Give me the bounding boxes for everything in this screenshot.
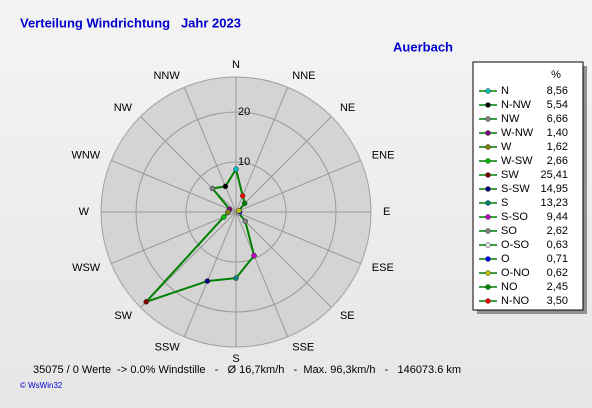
legend-value: 5,54 <box>547 99 568 111</box>
legend-label: NO <box>501 281 518 293</box>
legend-value: 1,62 <box>547 141 568 153</box>
legend-label: SO <box>501 225 517 237</box>
legend-label: N <box>501 85 509 97</box>
direction-label: W <box>79 206 90 218</box>
spoke <box>235 211 332 308</box>
legend-label: S-SW <box>501 183 530 195</box>
legend-marker <box>485 88 491 94</box>
direction-label: NNW <box>153 70 180 82</box>
legend-value: 2,45 <box>547 281 568 293</box>
spoke <box>235 211 289 337</box>
spoke <box>235 159 361 213</box>
legend-marker <box>485 270 491 276</box>
legend-value: 2,62 <box>547 225 568 237</box>
direction-label: SSE <box>292 342 314 354</box>
legend-value: 9,44 <box>547 211 568 223</box>
direction-label: S <box>232 353 239 365</box>
legend-marker <box>485 298 491 304</box>
wind-point <box>233 166 239 172</box>
legend-title: % <box>551 69 561 81</box>
legend-marker <box>485 172 491 178</box>
legend-label: W-SW <box>501 155 533 167</box>
direction-label: ESE <box>372 262 394 274</box>
wind-point <box>242 218 249 225</box>
legend-label: W-NW <box>501 127 534 139</box>
direction-label: WNW <box>71 150 100 162</box>
legend-marker <box>485 284 491 290</box>
location: Auerbach <box>393 39 453 54</box>
legend-marker <box>485 214 491 220</box>
legend-value: 8,56 <box>547 85 568 97</box>
wind-point <box>239 193 246 199</box>
direction-label: NE <box>340 102 355 114</box>
legend-value: 25,41 <box>540 169 568 181</box>
chart-title: Verteilung Windrichtung Jahr 2023 <box>20 15 241 30</box>
legend-marker <box>485 144 491 150</box>
legend-label: S-SO <box>501 211 528 223</box>
wind-point <box>236 208 242 214</box>
direction-label: SW <box>114 310 132 322</box>
legend-marker <box>485 256 491 262</box>
wind-point <box>225 209 231 215</box>
legend-label: S <box>501 197 508 209</box>
wind-point <box>251 252 257 259</box>
wind-point <box>220 214 227 220</box>
direction-label: NW <box>114 102 133 114</box>
legend-marker <box>485 186 491 192</box>
legend-label: O <box>501 253 510 265</box>
legend-value: 0,71 <box>547 253 568 265</box>
wind-point <box>204 278 211 284</box>
legend-value: 0,62 <box>547 267 568 279</box>
legend-label: NW <box>501 113 520 125</box>
legend-label: N-NW <box>501 99 532 111</box>
legend-marker <box>485 242 491 248</box>
legend-value: 3,50 <box>547 295 568 307</box>
wind-point <box>143 299 149 305</box>
spoke <box>235 87 289 213</box>
spoke <box>235 116 332 213</box>
legend-marker <box>485 200 491 206</box>
direction-label: E <box>383 206 390 218</box>
legend-label: SW <box>501 169 519 181</box>
direction-label: NNE <box>292 70 315 82</box>
wind-point <box>222 183 229 190</box>
legend-value: 2,66 <box>547 155 568 167</box>
direction-label: WSW <box>72 262 101 274</box>
spoke <box>183 211 237 337</box>
legend-marker <box>485 116 491 122</box>
legend-value: 14,95 <box>540 183 568 195</box>
r-tick-label: 10 <box>238 156 250 168</box>
direction-label: SE <box>340 310 355 322</box>
legend-label: O-NO <box>501 267 530 279</box>
copyright: © WsWin32 <box>20 381 63 390</box>
legend-marker <box>485 158 491 164</box>
spoke <box>140 116 237 213</box>
legend-marker <box>485 130 491 136</box>
direction-label: SSW <box>155 342 181 354</box>
legend-label: W <box>501 141 512 153</box>
direction-label: ENE <box>372 150 395 162</box>
legend-value: 6,66 <box>547 113 568 125</box>
spoke <box>111 211 237 265</box>
legend-value: 0,63 <box>547 239 568 251</box>
legend-marker <box>485 102 491 108</box>
r-tick-label: 20 <box>238 106 250 118</box>
legend-label: N-NO <box>501 295 530 307</box>
wind-point <box>233 275 239 281</box>
legend-value: 1,40 <box>547 127 568 139</box>
legend <box>472 61 584 311</box>
spoke <box>183 87 237 213</box>
footer: 35075 / 0 Werte -> 0.0% Windstille - Ø 1… <box>33 364 461 376</box>
legend-marker <box>485 228 491 234</box>
spoke <box>111 159 237 213</box>
legend-label: O-SO <box>501 239 530 251</box>
legend-value: 13,23 <box>540 197 568 209</box>
wind-point <box>209 185 216 192</box>
wind-point <box>241 200 248 207</box>
direction-label: N <box>232 59 240 71</box>
spoke <box>235 211 361 265</box>
